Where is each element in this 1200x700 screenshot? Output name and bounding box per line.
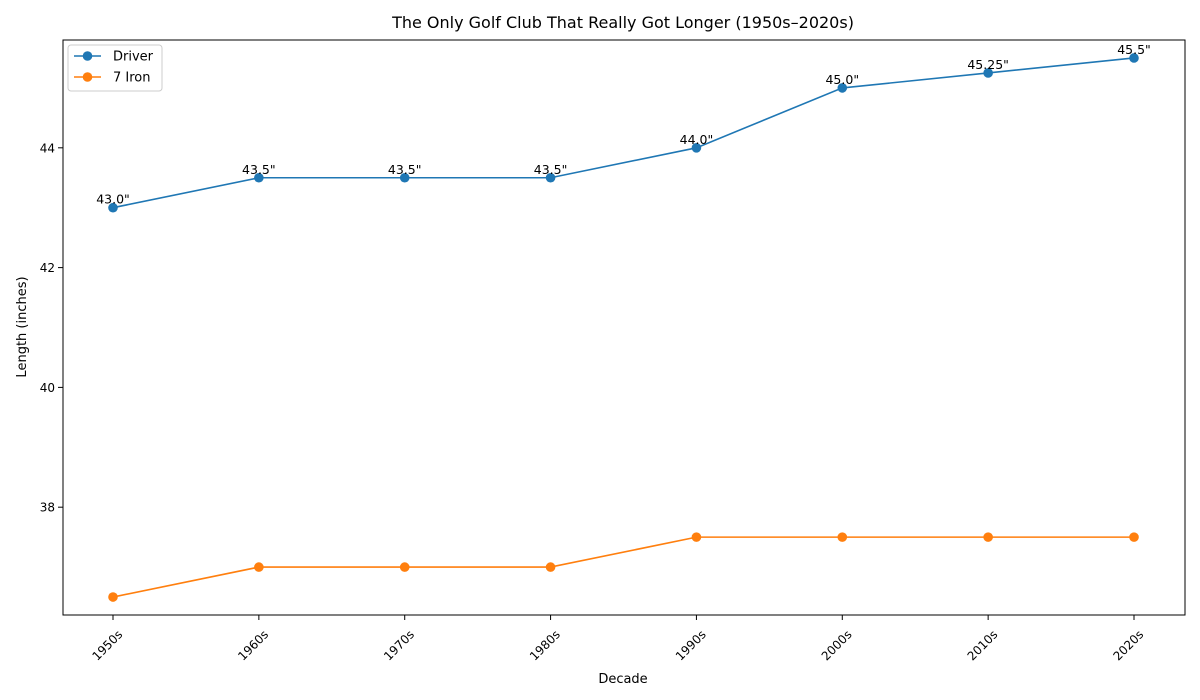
- x-tick-label: 2010s: [965, 627, 1001, 663]
- driver-data-label: 45.25": [967, 57, 1009, 72]
- driver-data-point: [837, 83, 848, 93]
- y-tick-label: 40: [40, 381, 55, 395]
- driver-data-point: [254, 172, 264, 183]
- legend-7-iron-label: 7 Iron: [113, 71, 151, 86]
- 7-iron-data-point: [691, 532, 702, 542]
- y-tick-label: 42: [40, 261, 55, 275]
- legend-driver-label: Driver: [113, 50, 154, 65]
- driver-data-point: [983, 68, 993, 78]
- 7-iron-data-point: [545, 562, 556, 572]
- driver-data-point: [399, 172, 410, 183]
- x-tick-label: 1950s: [89, 627, 125, 663]
- x-tick-label: 1990s: [673, 627, 709, 663]
- x-tick-label: 1970s: [381, 627, 417, 663]
- plot-area: [62, 39, 1186, 616]
- x-tick-label: 1960s: [235, 627, 271, 663]
- driver-series-line: [112, 57, 1135, 209]
- 7-iron-data-point: [983, 532, 993, 542]
- axis-ticks: 38 40 42 44 1950s 1960s 1970s 1980s 1990s 2000s 20…: [40, 141, 1147, 663]
- series-group: [108, 53, 1139, 602]
- x-axis-label: Decade: [598, 672, 647, 687]
- driver-data-point: [691, 143, 702, 153]
- x-tick-label: 2020s: [1110, 627, 1146, 663]
- legend-7-iron-marker: [82, 72, 93, 82]
- y-axis-label: Length (inches): [15, 276, 30, 377]
- legend-driver-marker: [82, 51, 93, 61]
- 7-iron-data-point: [399, 562, 410, 572]
- driver-data-point: [545, 172, 556, 183]
- driver-data-point: [108, 202, 118, 213]
- driver-data-label: 45.5": [1117, 42, 1151, 57]
- legend: Driver 7 Iron: [67, 44, 163, 92]
- driver-data-label: 43.5": [242, 162, 276, 177]
- x-tick-label: 1980s: [527, 627, 563, 663]
- driver-data-label: 43.5": [388, 162, 422, 177]
- 7-iron-data-point: [1129, 532, 1139, 542]
- driver-data-label: 45.0": [825, 72, 859, 87]
- 7-iron-series-line: [112, 536, 1134, 598]
- driver-data-point: [1129, 53, 1139, 63]
- driver-data-label: 43.0": [96, 192, 130, 207]
- x-tick-label: 2000s: [819, 627, 855, 663]
- y-tick-label: 44: [40, 141, 55, 155]
- 7-iron-data-point: [108, 592, 118, 602]
- data-labels: 43.0" 43.5" 43.5" 43.5" 44.0" 45.0" 45.25" 45.5…: [96, 42, 1151, 207]
- y-tick-label: 38: [40, 501, 55, 515]
- driver-data-label: 44.0": [680, 132, 714, 147]
- 7-iron-data-point: [837, 532, 848, 542]
- chart-title: The Only Golf Club That Really Got Longe…: [391, 13, 854, 32]
- 7-iron-data-point: [254, 562, 264, 572]
- driver-data-label: 43.5": [534, 162, 568, 177]
